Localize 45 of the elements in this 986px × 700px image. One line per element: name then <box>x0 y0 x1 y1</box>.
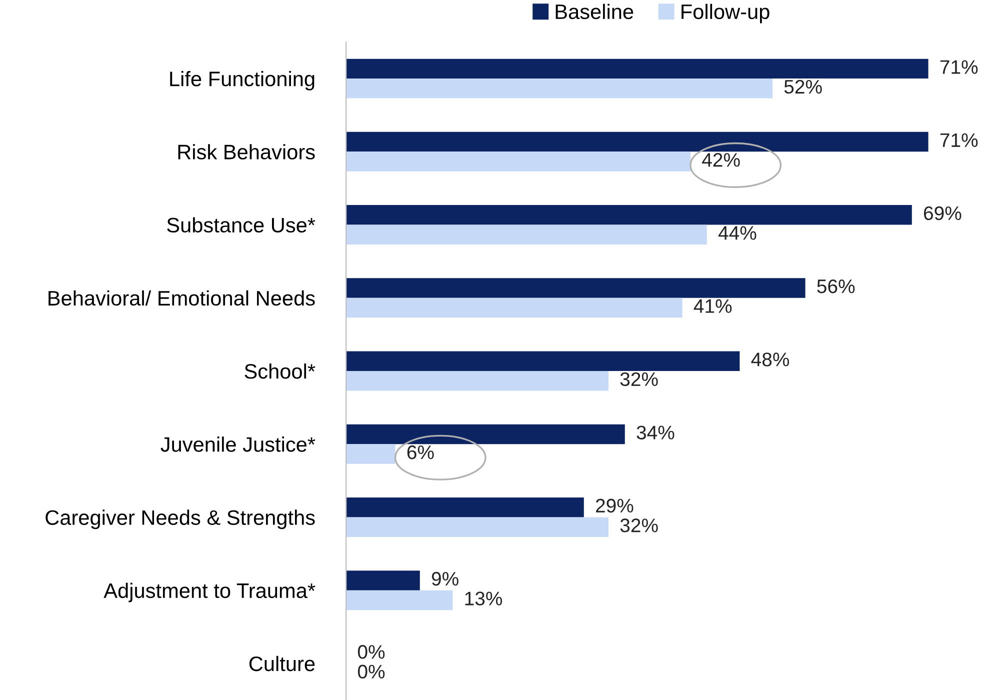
bar <box>346 570 420 590</box>
data-label: 48% <box>751 352 790 366</box>
data-label: 71% <box>940 133 978 147</box>
bar <box>346 278 806 298</box>
legend-label: Follow-up <box>682 4 770 24</box>
data-label: 42% <box>702 152 740 167</box>
bar <box>346 351 740 371</box>
data-label: 0% <box>358 645 385 659</box>
bar <box>346 444 396 464</box>
y-tick-label: School* <box>244 363 316 379</box>
data-label: 34% <box>636 426 674 440</box>
legend-label: Baseline <box>556 4 634 20</box>
bar <box>346 590 453 610</box>
bar <box>346 152 690 172</box>
y-tick-label: Culture <box>249 656 315 672</box>
bar <box>346 205 912 225</box>
data-label: 32% <box>620 518 658 532</box>
y-tick-label: Life Functioning <box>170 71 314 90</box>
data-label: 56% <box>817 279 855 294</box>
bar <box>346 78 772 98</box>
bar <box>346 517 608 537</box>
y-tick-label: Behavioral/ Emotional Needs <box>48 290 315 306</box>
data-label: 6% <box>407 445 434 460</box>
y-tick-label: Risk Behaviors <box>178 144 315 160</box>
bar <box>346 424 625 444</box>
bar <box>346 298 682 318</box>
data-label: 44% <box>718 226 756 240</box>
bar <box>346 58 928 79</box>
data-label: 9% <box>432 572 458 586</box>
bar <box>346 497 584 518</box>
bar <box>346 371 608 391</box>
y-tick-label: Caregiver Needs & Strengths <box>46 510 315 530</box>
data-label: 41% <box>694 299 732 313</box>
data-label: 52% <box>784 80 822 94</box>
data-label: 32% <box>620 372 658 386</box>
data-label: 71% <box>940 60 978 74</box>
data-label: 29% <box>596 498 634 513</box>
bar <box>346 132 928 152</box>
bar <box>346 224 707 245</box>
y-tick-label: Juvenile Justice* <box>160 436 316 452</box>
data-label: 69% <box>924 206 962 220</box>
y-tick-label: Adjustment to Trauma* <box>104 582 316 602</box>
data-label: 0% <box>358 664 385 679</box>
y-tick-label: Substance Use* <box>167 217 316 233</box>
data-label: 13% <box>465 592 502 606</box>
